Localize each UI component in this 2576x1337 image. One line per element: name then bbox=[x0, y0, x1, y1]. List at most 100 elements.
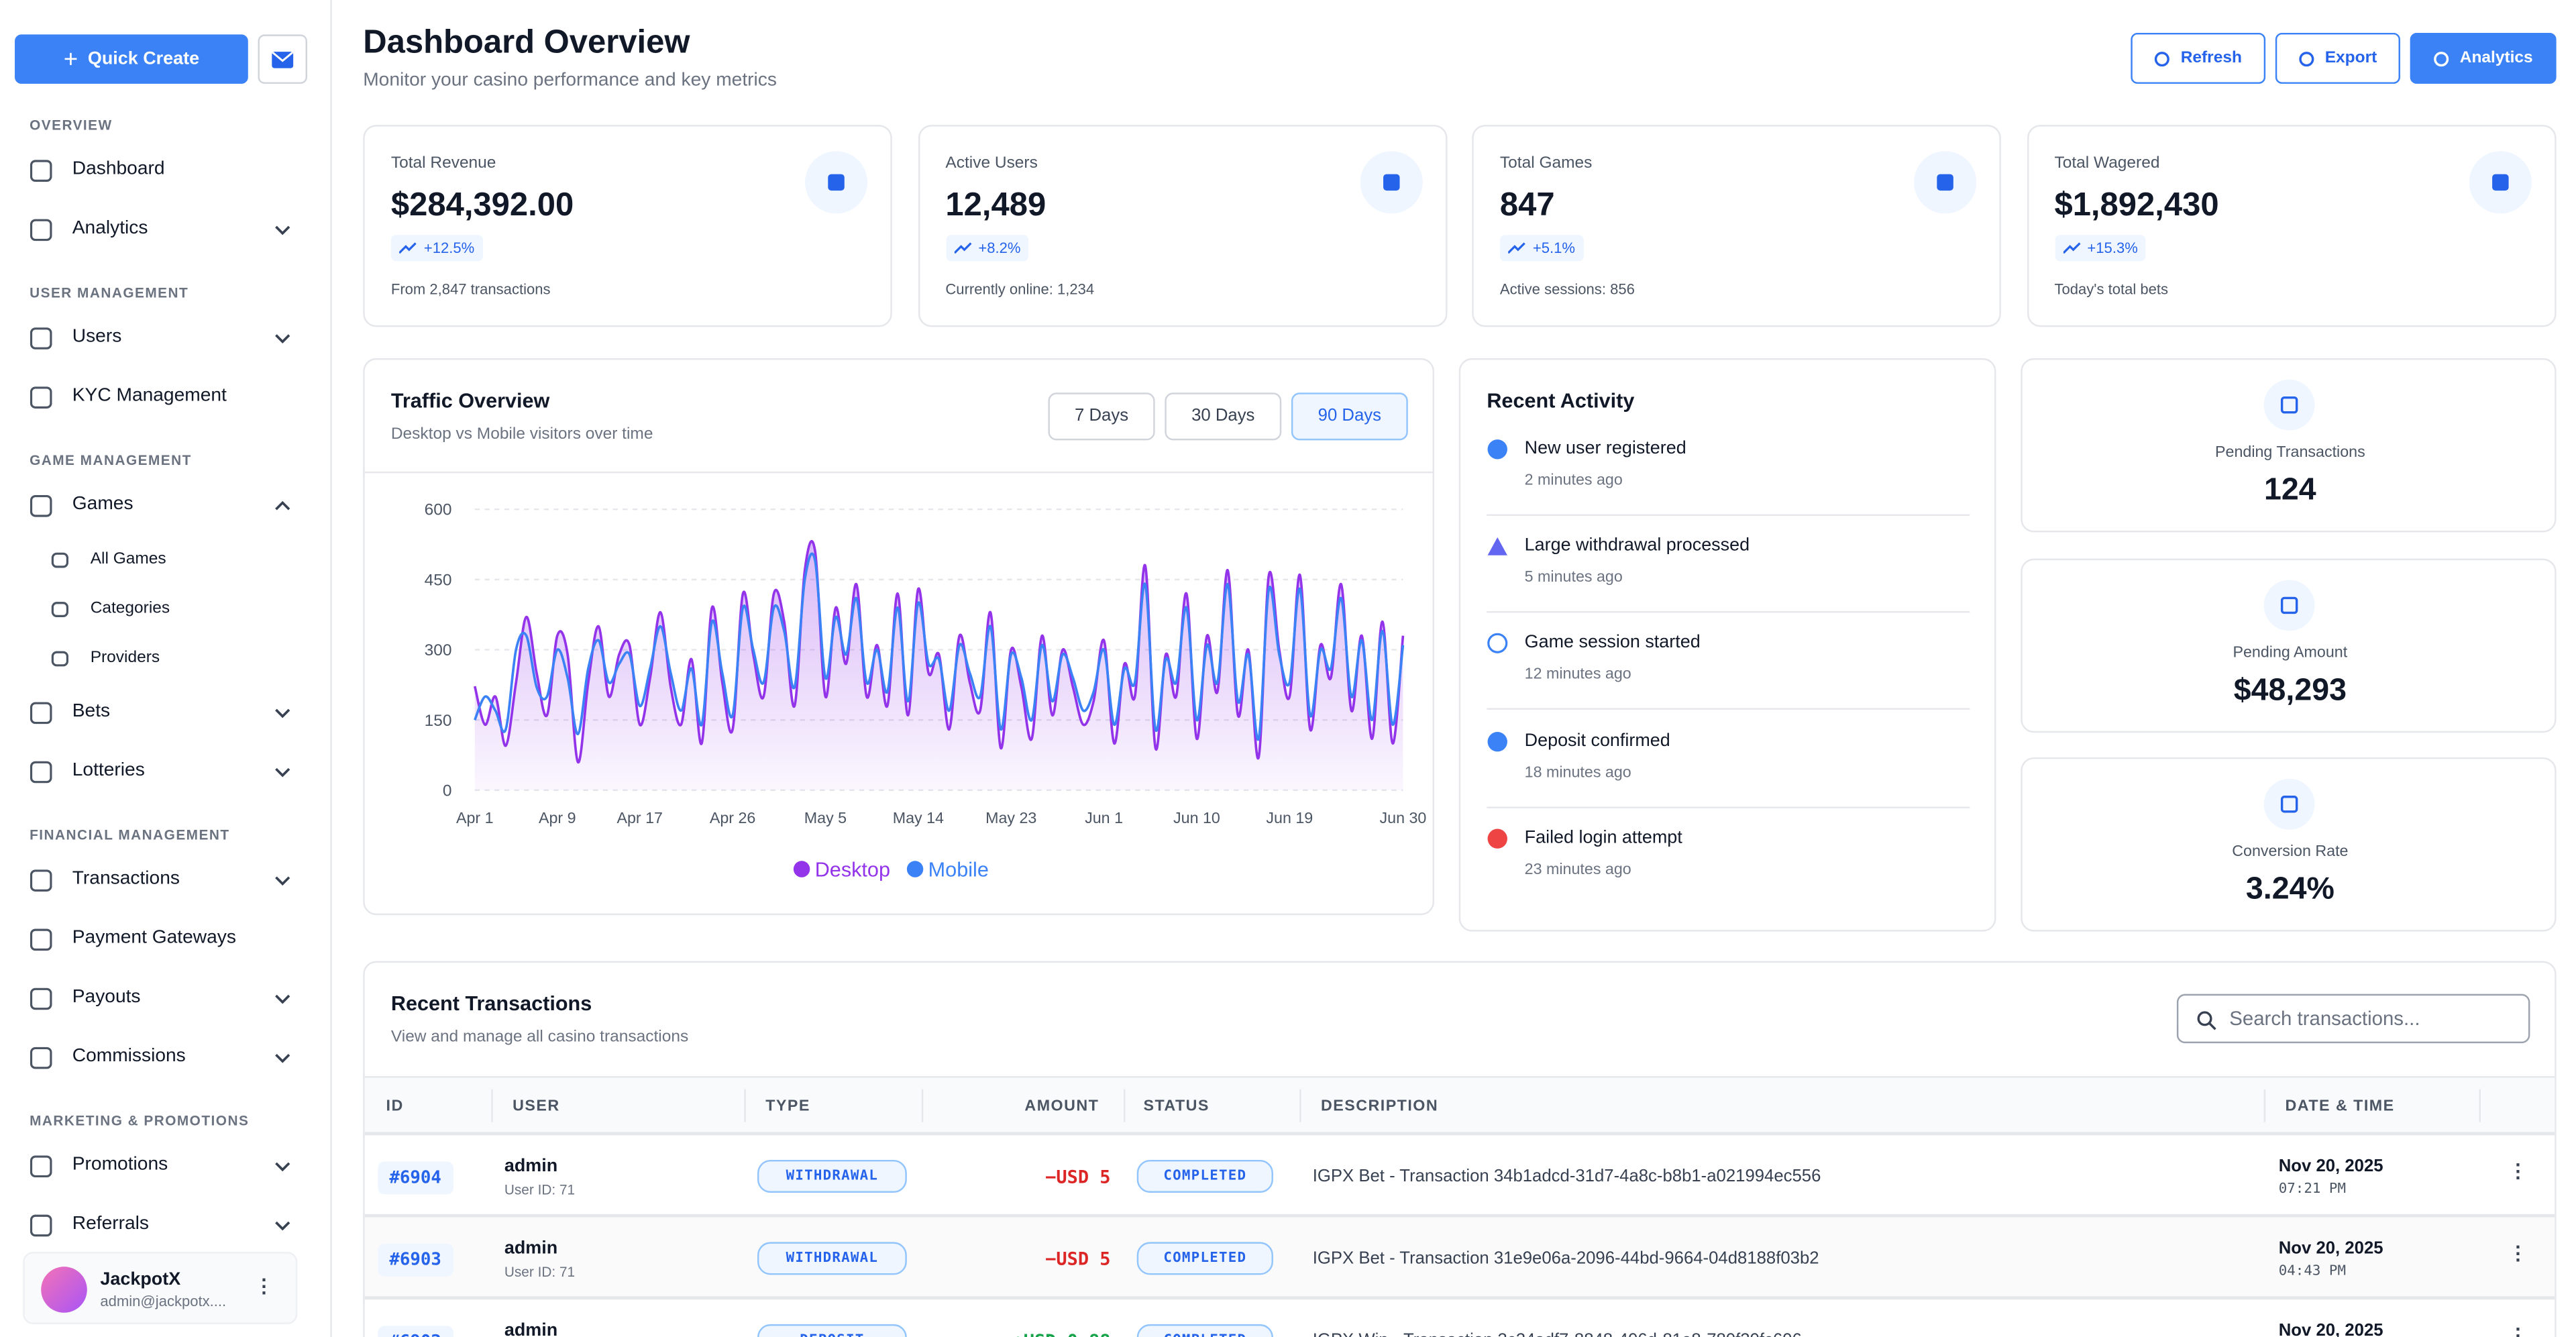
icon bbox=[274, 501, 290, 511]
stat-change: +8.2% bbox=[945, 235, 1028, 261]
amount: −USD 5 bbox=[1045, 1167, 1110, 1188]
icon bbox=[2155, 50, 2171, 66]
nav-item[interactable]: Analytics bbox=[15, 201, 317, 260]
nav-item-label: Games bbox=[72, 494, 133, 514]
metric-card: Pending Transactions124 bbox=[2021, 358, 2556, 533]
row-menu[interactable]: ··· bbox=[2515, 1326, 2518, 1337]
nav-item[interactable]: Transactions bbox=[15, 851, 317, 910]
icon bbox=[2434, 50, 2450, 66]
stat-glyph bbox=[1383, 174, 1399, 191]
range-button[interactable]: 7 Days bbox=[1048, 392, 1155, 440]
row-menu[interactable]: ··· bbox=[2515, 1161, 2518, 1181]
metric-label: Pending Amount bbox=[2023, 643, 2557, 661]
status-badge: COMPLETED bbox=[1137, 1160, 1273, 1193]
column-separator bbox=[1124, 1089, 1125, 1122]
user-card[interactable]: JackpotX admin@jackpotx.... ··· bbox=[23, 1252, 297, 1324]
stat-card: Active Users12,489+8.2%Currently online:… bbox=[918, 125, 1447, 327]
icon bbox=[399, 242, 417, 255]
stat-change-text: +5.1% bbox=[1533, 240, 1575, 256]
stat-label: Total Games bbox=[1500, 154, 1592, 172]
action-button[interactable]: Analytics bbox=[2410, 33, 2557, 84]
action-button[interactable]: Refresh bbox=[2131, 33, 2265, 84]
search-placeholder: Search transactions... bbox=[2229, 1007, 2420, 1030]
nav-item[interactable]: KYC Management bbox=[15, 368, 317, 427]
stat-glyph bbox=[828, 174, 844, 191]
metric-card: Pending Amount$48,293 bbox=[2021, 557, 2556, 732]
table-row: #6903adminUser ID: 71WITHDRAWAL−USD 5COM… bbox=[365, 1218, 2557, 1299]
nav-item[interactable]: Users bbox=[15, 309, 317, 368]
transactions-card: Recent Transactions View and manage all … bbox=[363, 961, 2556, 1337]
metric-glyph bbox=[2282, 797, 2297, 812]
description: IGPX Bet - Transaction 31e9e06a-2096-44b… bbox=[1313, 1248, 1819, 1268]
user-name: admin bbox=[504, 1157, 557, 1176]
column-header: DESCRIPTION bbox=[1321, 1098, 1438, 1116]
stat-value: $284,392.00 bbox=[391, 187, 574, 225]
stat-label: Total Revenue bbox=[391, 154, 496, 172]
status-icon bbox=[1488, 537, 1507, 555]
nav-item[interactable]: Payment Gateways bbox=[15, 910, 317, 969]
nav-item[interactable]: Promotions bbox=[15, 1137, 317, 1196]
nav-item[interactable]: Referrals bbox=[15, 1196, 317, 1242]
nav-item-label: Payment Gateways bbox=[72, 928, 236, 948]
icon bbox=[51, 651, 69, 667]
nav-item[interactable]: Commissions bbox=[15, 1028, 317, 1087]
plus-icon: + bbox=[64, 45, 78, 73]
icon bbox=[30, 928, 52, 951]
user-menu[interactable]: ··· bbox=[261, 1277, 266, 1296]
stat-glyph bbox=[2491, 174, 2508, 191]
nav-subitem[interactable]: All Games bbox=[15, 535, 317, 584]
activity-time: 2 minutes ago bbox=[1525, 472, 1623, 490]
icon bbox=[30, 327, 52, 350]
icon bbox=[51, 552, 69, 568]
date: Nov 20, 2025 bbox=[2279, 1321, 2383, 1337]
stat-change-text: +8.2% bbox=[978, 240, 1020, 256]
nav-item-label: Lotteries bbox=[72, 761, 145, 780]
nav-subitem[interactable]: Categories bbox=[15, 585, 317, 634]
icon bbox=[30, 1214, 52, 1237]
sidebar: + Quick Create OVERVIEWDashboardAnalytic… bbox=[0, 0, 332, 1337]
transactions-title: Recent Transactions bbox=[391, 992, 592, 1015]
stat-change: +5.1% bbox=[1500, 235, 1583, 261]
activity-time: 18 minutes ago bbox=[1525, 763, 1631, 782]
page-title: Dashboard Overview bbox=[363, 25, 690, 62]
activity-divider bbox=[1487, 611, 1970, 612]
x-tick-label: Jun 19 bbox=[1266, 809, 1313, 826]
icon bbox=[30, 987, 52, 1010]
range-button[interactable]: 90 Days bbox=[1291, 392, 1408, 440]
range-button[interactable]: 30 Days bbox=[1165, 392, 1281, 440]
icon bbox=[1487, 828, 1508, 849]
button-icon bbox=[2156, 52, 2169, 65]
mail-button[interactable] bbox=[258, 34, 307, 83]
stat-label: Total Wagered bbox=[2054, 154, 2159, 172]
activity-text: Game session started bbox=[1525, 633, 1701, 653]
user-id: User ID: 71 bbox=[504, 1181, 575, 1197]
stat-value: 12,489 bbox=[945, 187, 1046, 225]
icon-shape bbox=[32, 871, 51, 890]
quick-create-button[interactable]: + Quick Create bbox=[15, 34, 248, 83]
row-menu[interactable]: ··· bbox=[2515, 1244, 2518, 1263]
icon bbox=[30, 1155, 52, 1178]
x-tick-label: Apr 1 bbox=[456, 809, 494, 826]
nav-item[interactable]: Lotteries bbox=[15, 743, 317, 802]
stat-card: Total Wagered$1,892,430+15.3%Today's tot… bbox=[2027, 125, 2556, 327]
icon bbox=[30, 494, 52, 517]
icon bbox=[274, 1053, 290, 1063]
nav-item-label: Transactions bbox=[72, 869, 180, 889]
description: IGPX Bet - Transaction 34b1adcd-31d7-4a8… bbox=[1313, 1167, 1821, 1186]
activity-text: New user registered bbox=[1525, 439, 1686, 458]
action-button[interactable]: Export bbox=[2275, 33, 2400, 84]
nav-item[interactable]: Games bbox=[15, 476, 317, 535]
nav-item[interactable]: Payouts bbox=[15, 969, 317, 1028]
y-tick-label: 450 bbox=[425, 571, 452, 589]
icon-shape bbox=[32, 220, 51, 239]
x-tick-label: Apr 26 bbox=[710, 809, 756, 826]
nav-subitem[interactable]: Providers bbox=[15, 634, 317, 683]
icon-shape bbox=[32, 1157, 51, 1176]
status-icon bbox=[1489, 635, 1507, 653]
nav-item[interactable]: Bets bbox=[15, 684, 317, 743]
search-box[interactable]: Search transactions... bbox=[2177, 994, 2530, 1043]
nav-item[interactable]: Dashboard bbox=[15, 142, 317, 201]
chevron bbox=[276, 227, 289, 233]
icon bbox=[2299, 50, 2315, 66]
activity-divider bbox=[1487, 515, 1970, 516]
